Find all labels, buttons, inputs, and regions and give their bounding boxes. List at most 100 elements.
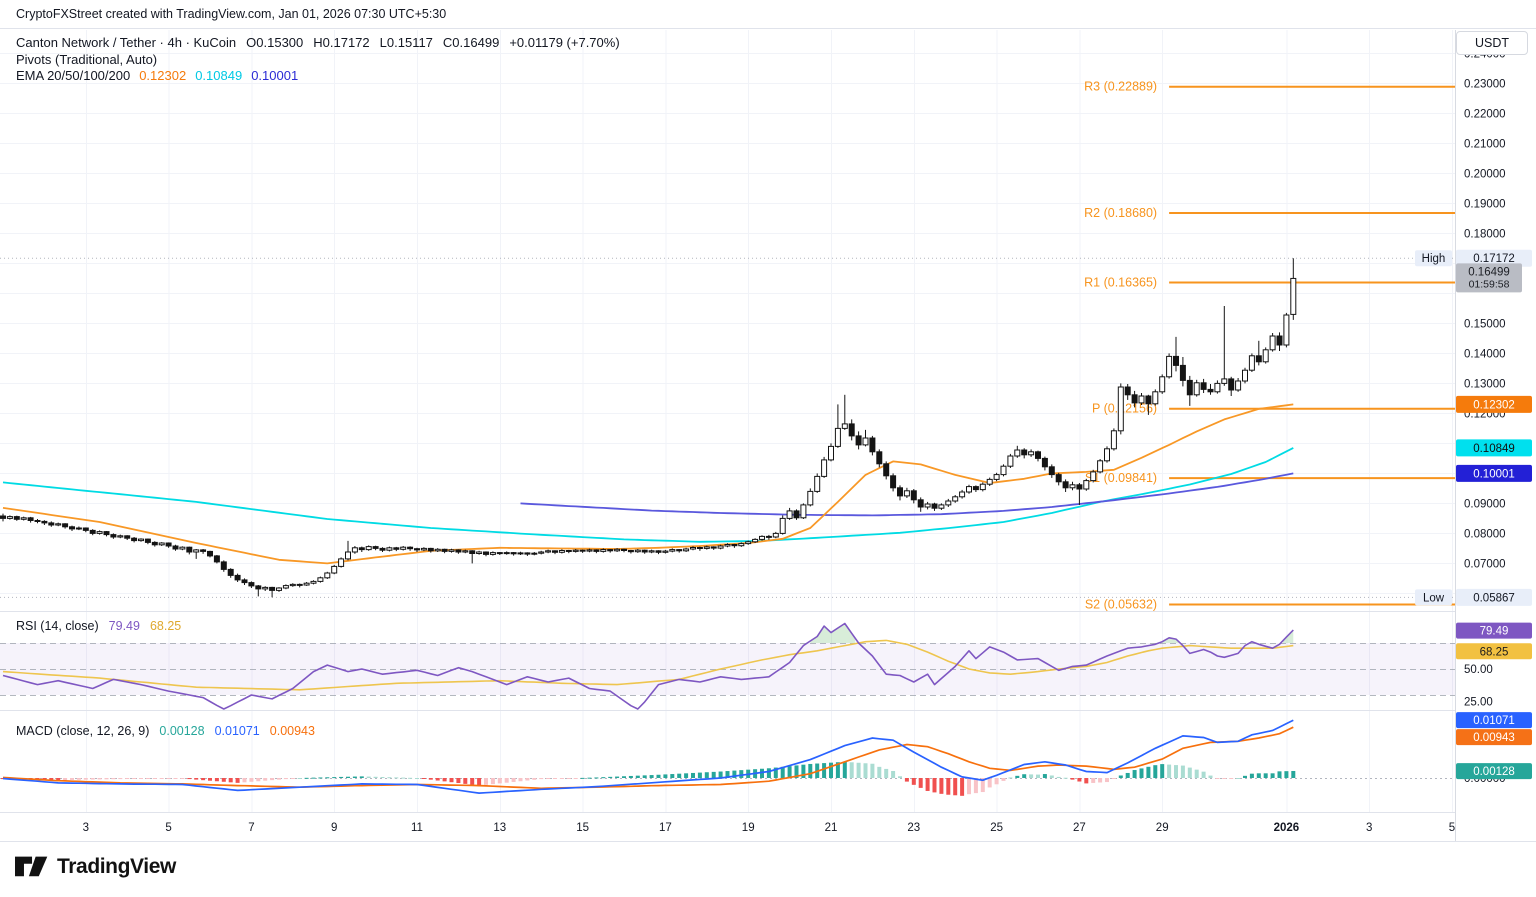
tradingview-logo[interactable]: TradingView	[15, 855, 176, 879]
macd-histogram-bar	[497, 778, 502, 784]
macd-histogram-bar	[1056, 776, 1061, 778]
macd-histogram-bar	[428, 778, 433, 780]
macd-histogram-bar	[1180, 765, 1185, 778]
candle-down	[469, 550, 476, 554]
macd-histogram-bar	[898, 776, 902, 778]
macd-histogram-bar	[801, 764, 806, 778]
macd-histogram-bar	[1243, 775, 1247, 778]
macd-histogram-bar	[615, 776, 620, 778]
ohlc-low: L0.15117	[379, 34, 433, 50]
macd-histogram-bar	[359, 776, 364, 778]
candle-up	[600, 549, 607, 552]
macd-histogram-bar	[1263, 773, 1268, 778]
macd-histogram-bar	[118, 778, 123, 780]
macd-histogram-bar	[539, 778, 544, 780]
macd-histogram-bar	[477, 778, 482, 786]
low-value-badge-text: 0.05867	[1473, 592, 1515, 604]
candle-down	[496, 552, 503, 555]
candle-up	[683, 548, 690, 552]
price-tick-0.20000: 0.20000	[1464, 168, 1506, 180]
ema-value-200: 0.10001	[251, 67, 299, 83]
candle-down	[883, 463, 890, 477]
macd-histogram-bar	[504, 778, 509, 783]
candle-down	[393, 547, 400, 550]
candle-down	[248, 582, 255, 587]
candle-down	[593, 549, 600, 552]
last-price-badge	[1456, 263, 1522, 293]
ema-100-badge	[1456, 439, 1532, 457]
macd-histogram-bar	[83, 778, 88, 780]
pivots-legend[interactable]: Pivots (Traditional, Auto)	[16, 51, 620, 67]
price-pane-surface[interactable]	[0, 30, 1455, 611]
candle-up	[117, 535, 124, 538]
candle-down	[234, 574, 241, 581]
candle-up	[945, 500, 952, 506]
candle-up	[1214, 382, 1221, 393]
candle-up	[517, 552, 524, 555]
high-chip-text: High	[1422, 253, 1446, 265]
candle-down	[890, 475, 897, 489]
last-price-value: 0.16499	[1468, 266, 1510, 278]
price-axis[interactable]: 0.240000.230000.220000.210000.200000.190…	[1455, 30, 1536, 841]
macd-histogram-bar	[1256, 773, 1261, 778]
candle-down	[48, 522, 55, 526]
symbol-legend[interactable]: Canton Network / Tether · 4h · KuCoin O0…	[16, 34, 620, 50]
macd-histogram-bar	[780, 766, 785, 778]
pivots-legend-label[interactable]: Pivots (Traditional, Auto)	[16, 51, 158, 67]
macd-histogram-bar	[925, 778, 930, 791]
rsi-legend[interactable]: RSI (14, close) 79.49 68.25	[16, 619, 181, 633]
macd-histogram-bar	[1208, 775, 1213, 778]
candle-down	[220, 561, 227, 570]
ema-legend-label[interactable]: EMA 20/50/100/200	[16, 67, 131, 83]
rsi-ma-line	[2, 639, 1294, 691]
price-tick-0.23000: 0.23000	[1464, 78, 1506, 90]
macd-line	[2, 719, 1294, 794]
macd-histogram-bar	[387, 777, 392, 779]
price-axis-surface[interactable]	[1455, 30, 1536, 841]
low-value-badge	[1456, 588, 1532, 606]
macd-histogram-bar	[63, 778, 68, 781]
symbol-title[interactable]: Canton Network / Tether · 4h · KuCoin	[16, 34, 237, 50]
candle-up	[862, 437, 869, 446]
rsi-value-badge-text: 79.49	[1480, 626, 1509, 638]
candle-up	[786, 510, 793, 519]
macd-histogram-bar	[1229, 778, 1234, 779]
macd-histogram-bar	[352, 776, 357, 778]
rsi-pane-surface[interactable]	[0, 611, 1455, 710]
macd-legend[interactable]: MACD (close, 12, 26, 9) 0.00128 0.01071 …	[16, 724, 315, 738]
macd-histogram-bar	[849, 762, 854, 778]
pivot-label-r3: R3 (0.22889)	[1084, 80, 1157, 94]
macd-pane-surface[interactable]	[0, 710, 1455, 812]
time-axis-surface[interactable]	[0, 813, 1455, 841]
macd-histogram-bar	[884, 768, 889, 778]
macd-histogram-bar	[891, 770, 896, 778]
macd-histogram-bar	[442, 778, 447, 782]
candle-down	[621, 548, 627, 551]
rsi-title[interactable]: RSI (14, close)	[16, 619, 99, 633]
candle-up	[759, 535, 765, 540]
candle-up	[1138, 395, 1145, 404]
candle-up	[1069, 484, 1076, 489]
rsi-tick-25.00: 25.00	[1464, 697, 1493, 709]
candle-up	[276, 587, 282, 591]
candle-down	[1207, 388, 1214, 393]
macd-title[interactable]: MACD (close, 12, 26, 9)	[16, 724, 150, 738]
pane-surfaces[interactable]	[0, 30, 1455, 812]
candle-up	[1166, 355, 1173, 378]
time-tick-7: 7	[248, 822, 254, 834]
time-tick-3: 3	[83, 822, 89, 834]
ema-legend[interactable]: EMA 20/50/100/200 0.12302 0.10849 0.1000…	[16, 67, 620, 83]
macd-histogram-bar	[484, 778, 488, 785]
ema-value-20: 0.12302	[139, 67, 187, 83]
macd-histogram-bar	[601, 777, 606, 779]
candle-up	[503, 552, 510, 555]
macd-histogram-bar	[918, 778, 923, 788]
ema-20-badge	[1456, 395, 1532, 413]
time-axis[interactable]: 3 5 7 9 11 13 15 17 19 21 23 25 27 29 2026 3 5	[0, 813, 1455, 841]
currency-toggle-button[interactable]: USDT	[1456, 31, 1528, 55]
candle-down	[241, 579, 248, 584]
candle-up	[462, 550, 469, 553]
candle-up	[745, 541, 752, 545]
macd-histogram-bar	[249, 778, 254, 782]
